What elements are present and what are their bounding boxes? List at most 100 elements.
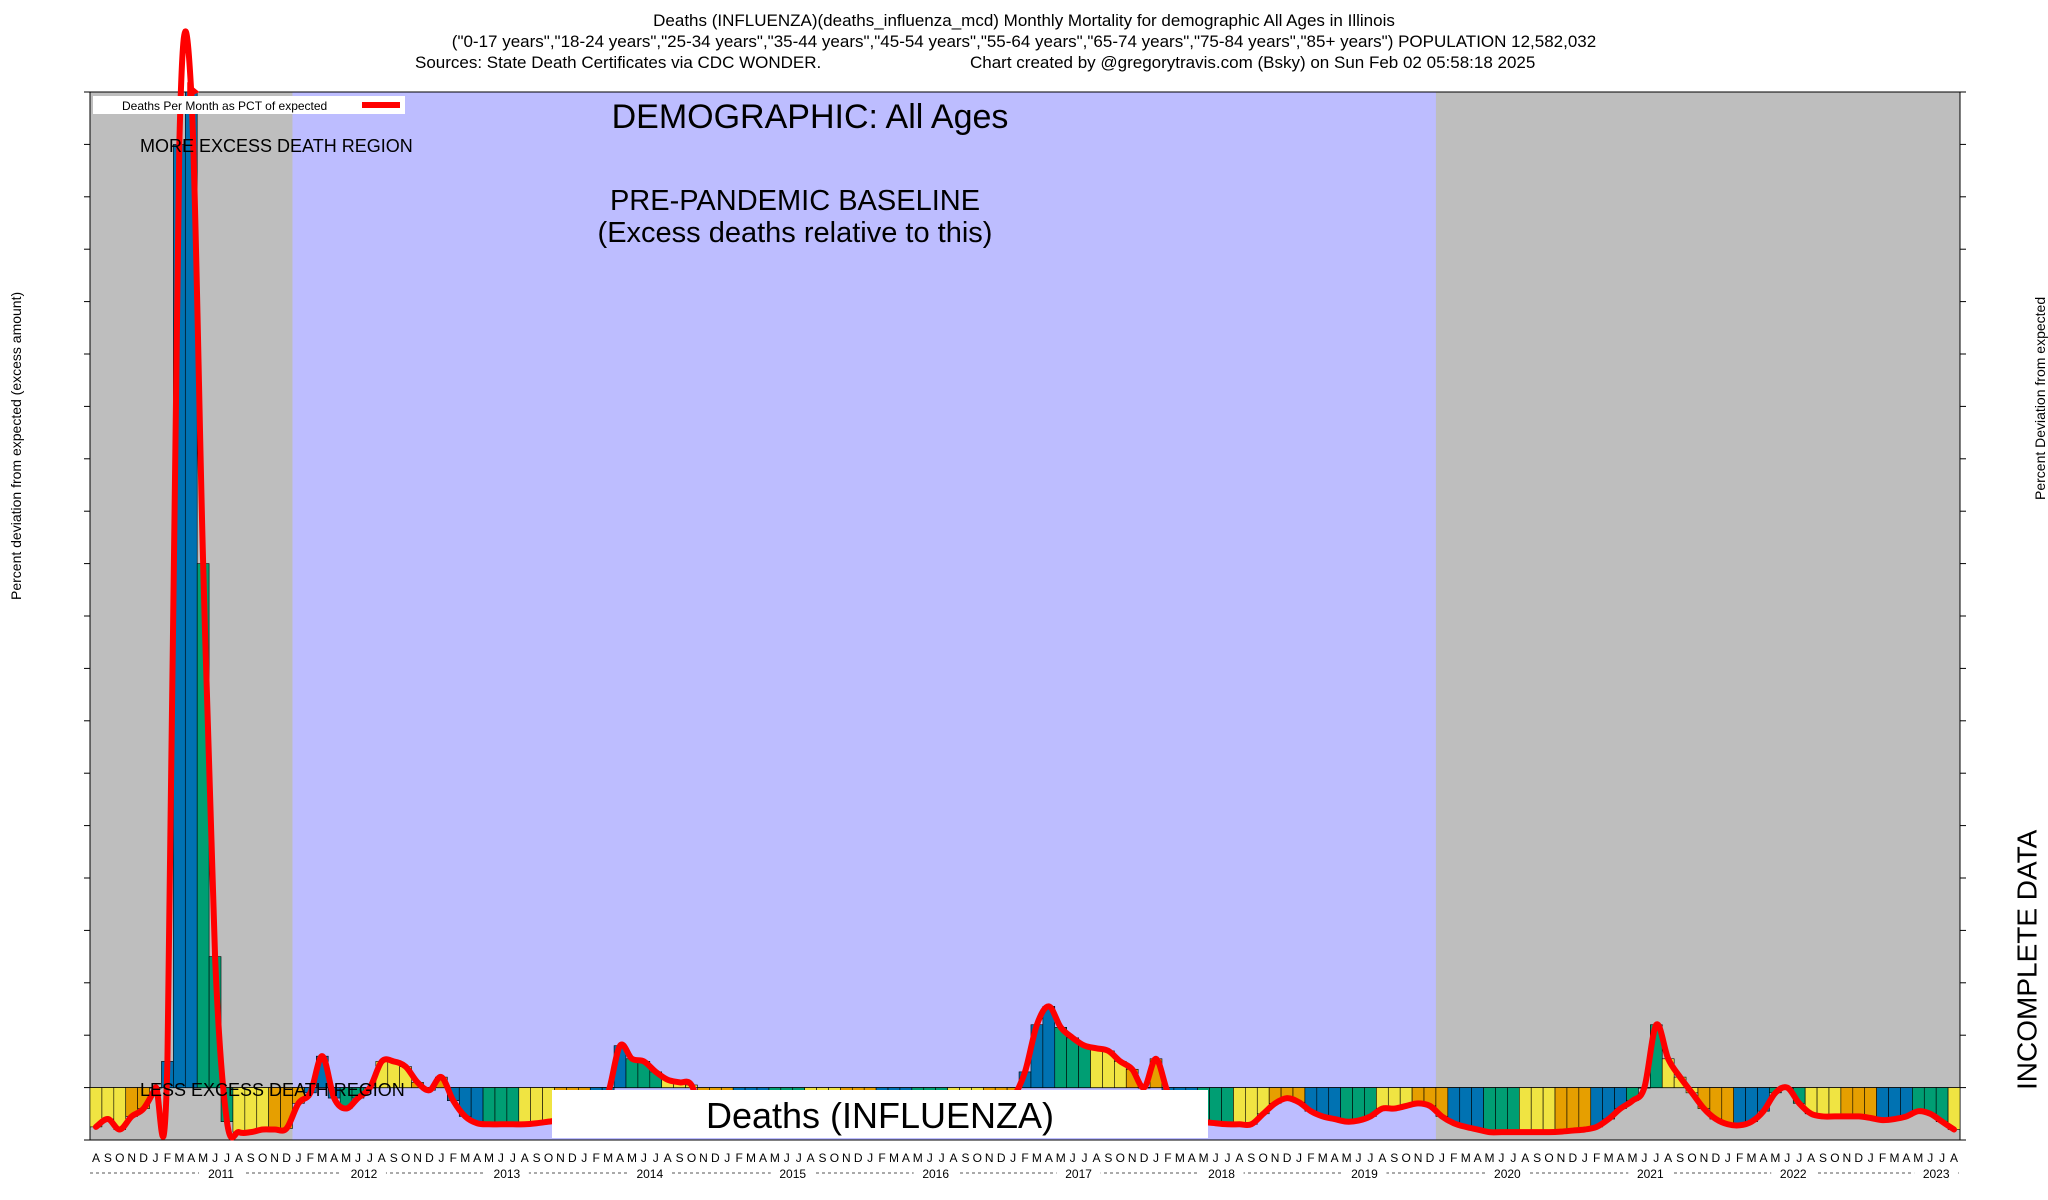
x-tick-label: D [1140,1151,1149,1165]
x-tick-label: J [1070,1151,1076,1165]
x-tick-label: J [1510,1151,1516,1165]
x-tick-label: J [1296,1151,1302,1165]
x-tick-label: D [282,1151,291,1165]
x-tick-label: D [1854,1151,1863,1165]
x-tick-label: F [735,1151,742,1165]
data-bar [1554,1087,1568,1132]
x-tick-label: F [1450,1151,1457,1165]
data-bar [1328,1087,1341,1120]
x-tick-label: A [330,1151,338,1165]
x-tick-label: D [139,1151,148,1165]
x-tick-label: O [1116,1151,1125,1165]
x-tick-label: M [1199,1151,1209,1165]
year-label: 2023 [1923,1167,1950,1181]
x-tick-label: J [1784,1151,1790,1165]
x-tick-label: M [1342,1151,1352,1165]
data-bar [1054,1027,1067,1088]
x-tick-label: A [616,1151,624,1165]
x-tick-label: M [770,1151,780,1165]
x-tick-label: J [1439,1151,1445,1165]
x-tick-label: N [1843,1151,1852,1165]
data-bar [1530,1087,1544,1133]
x-tick-label: D [997,1151,1006,1165]
x-tick-label: J [355,1151,361,1165]
data-bar [1733,1087,1746,1126]
x-tick-label: S [961,1151,969,1165]
x-tick-label: O [687,1151,696,1165]
x-tick-label: N [556,1151,565,1165]
x-tick-label: F [1307,1151,1314,1165]
x-tick-label: D [854,1151,863,1165]
x-tick-label: D [1569,1151,1578,1165]
series-label-box [552,1090,1208,1138]
x-tick-label: A [92,1151,100,1165]
x-tick-label: J [498,1151,504,1165]
year-label-bg [1914,1166,1959,1180]
x-tick-label: A [1474,1151,1482,1165]
x-tick-label: M [627,1151,637,1165]
x-tick-label: A [1807,1151,1815,1165]
x-tick-label: O [401,1151,410,1165]
data-bar [518,1087,532,1125]
less-excess-label: LESS EXCESS DEATH REGION [140,1080,405,1100]
x-tick-label: J [1725,1151,1731,1165]
x-tick-label: N [413,1151,422,1165]
x-tick-label: F [1593,1151,1600,1165]
x-tick-label: O [1830,1151,1839,1165]
x-tick-label: A [378,1151,386,1165]
year-label-bg [199,1166,244,1180]
x-tick-label: M [913,1151,923,1165]
year-label: 2012 [351,1167,378,1181]
data-bar [1209,1087,1222,1124]
legend-box [93,96,405,114]
x-tick-label: J [1796,1151,1802,1165]
data-bar [1471,1087,1484,1130]
x-tick-label: M [1485,1151,1495,1165]
x-tick-label: A [473,1151,481,1165]
x-tick-label: A [664,1151,672,1165]
x-tick-label: J [784,1151,790,1165]
chart-title-line2: ("0-17 years","18-24 years","25-34 years… [451,32,1597,51]
series-box-label: Deaths (INFLUENZA) [706,1095,1054,1136]
x-tick-label: M [198,1151,208,1165]
x-tick-label: A [1045,1151,1053,1165]
x-tick-label: J [1153,1151,1159,1165]
x-tick-label: S [1533,1151,1541,1165]
x-tick-label: S [1676,1151,1684,1165]
x-tick-label: M [1627,1151,1637,1165]
x-tick-label: A [235,1151,243,1165]
data-bar [1578,1087,1592,1130]
x-tick-label: A [902,1151,910,1165]
x-tick-label: D [711,1151,720,1165]
x-tick-label: A [521,1151,529,1165]
x-tick-label: F [593,1151,600,1165]
x-tick-label: J [438,1151,444,1165]
x-tick-label: F [1021,1151,1028,1165]
year-label: 2021 [1637,1167,1664,1181]
x-tick-label: F [1736,1151,1743,1165]
x-tick-label: J [1367,1151,1373,1165]
x-tick-label: M [1604,1151,1614,1165]
year-label: 2017 [1065,1167,1092,1181]
chart-credit: Chart created by @gregorytravis.com (Bsk… [970,53,1536,72]
x-tick-label: A [807,1151,815,1165]
x-tick-label: S [676,1151,684,1165]
peak-marker [187,82,200,98]
x-tick-label: N [985,1151,994,1165]
x-tick-label: J [295,1151,301,1165]
x-tick-label: M [1747,1151,1757,1165]
legend-label: Deaths Per Month as PCT of expected [122,99,327,113]
x-tick-label: M [1461,1151,1471,1165]
x-tick-label: J [153,1151,159,1165]
data-bar [1483,1087,1496,1133]
data-bar [1542,1087,1556,1133]
data-bar [1888,1087,1901,1120]
x-tick-label: N [1557,1151,1566,1165]
x-tick-label: J [867,1151,873,1165]
x-tick-label: J [1868,1151,1874,1165]
x-tick-label: J [927,1151,933,1165]
year-label-bg [1056,1166,1101,1180]
x-tick-label: O [258,1151,267,1165]
x-tick-label: D [1426,1151,1435,1165]
year-label: 2020 [1494,1167,1521,1181]
